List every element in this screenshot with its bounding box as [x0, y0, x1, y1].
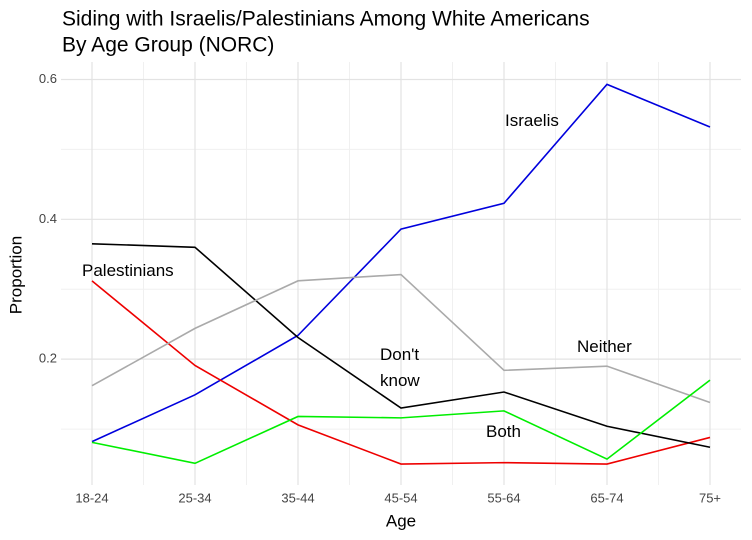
series-label: Israelis [505, 111, 559, 130]
y-tick-label: 0.4 [39, 211, 57, 226]
chart-title: By Age Group (NORC) [62, 34, 274, 57]
x-tick-label: 65-74 [590, 490, 623, 505]
x-tick-label: 55-64 [487, 490, 520, 505]
series-label: Palestinians [82, 261, 174, 280]
x-axis-label: Age [386, 511, 416, 530]
x-tick-label: 25-34 [178, 490, 211, 505]
series-line [91, 273, 711, 404]
y-tick-label: 0.6 [39, 71, 57, 86]
x-tick-label: 35-44 [281, 490, 314, 505]
y-axis-label: Proportion [6, 236, 25, 314]
series-line [91, 242, 711, 449]
series-label: Neither [577, 337, 632, 356]
y-tick-label: 0.2 [39, 351, 57, 366]
series-label: Don't know [380, 345, 420, 390]
x-tick-label: 45-54 [384, 490, 417, 505]
x-tick-label: 75+ [699, 490, 721, 505]
series-label: Both [486, 422, 521, 441]
x-tick-label: 18-24 [75, 490, 108, 505]
series-line [91, 280, 711, 465]
series-line [91, 83, 711, 443]
chart-title: Siding with Israelis/Palestinians Among … [62, 8, 590, 31]
series-line [91, 379, 711, 465]
